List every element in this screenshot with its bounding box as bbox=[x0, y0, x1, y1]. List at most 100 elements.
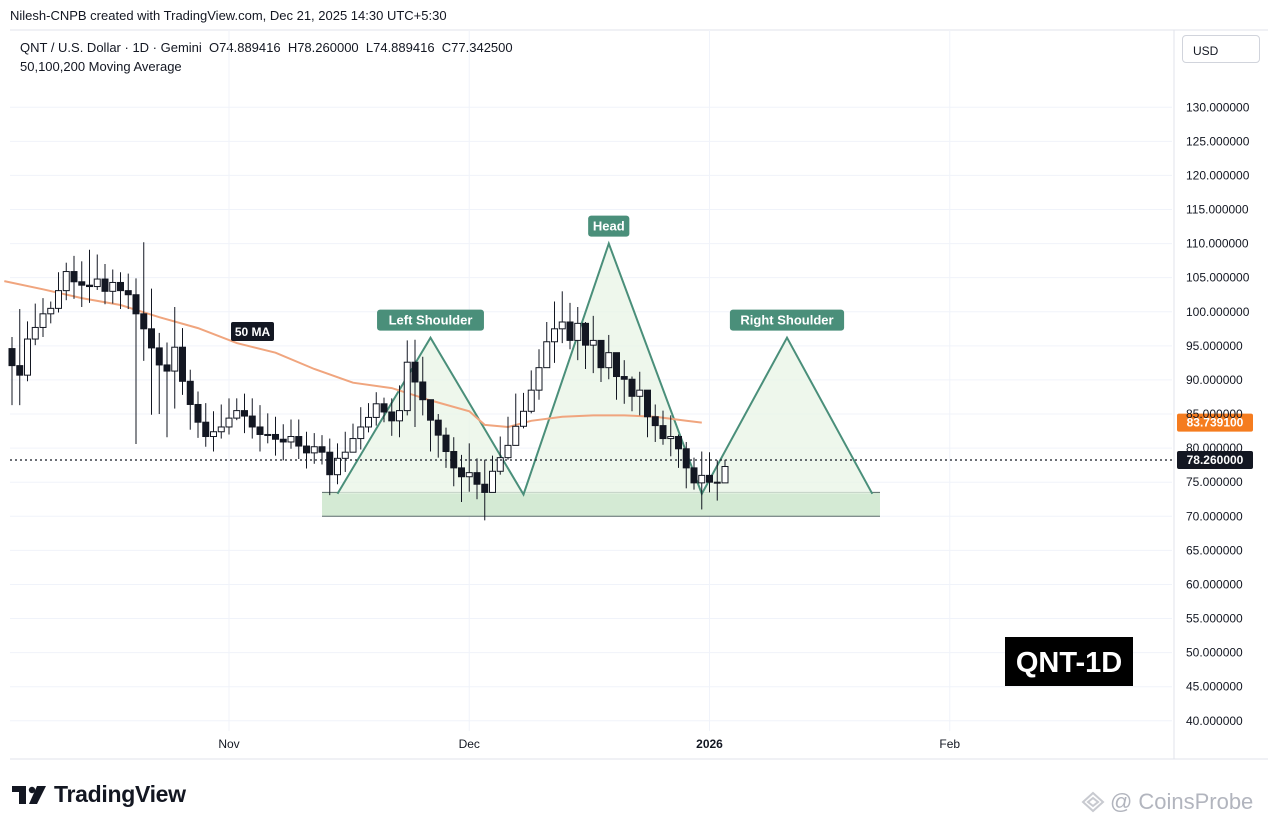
candle bbox=[279, 424, 287, 461]
pattern-label-text: Head bbox=[593, 219, 625, 234]
candle bbox=[248, 398, 256, 439]
y-tick-label: 115.000000 bbox=[1186, 203, 1249, 217]
ma-price-badge[interactable]: 83.739100 bbox=[1177, 413, 1253, 432]
candle bbox=[163, 342, 171, 438]
candle bbox=[140, 242, 148, 361]
y-tick-label: 40.000000 bbox=[1186, 714, 1243, 728]
candle bbox=[39, 298, 47, 337]
candle bbox=[210, 411, 217, 452]
candle bbox=[481, 459, 489, 521]
candle bbox=[636, 371, 644, 416]
candle-body bbox=[194, 403, 202, 423]
candle-body bbox=[8, 348, 16, 367]
candle bbox=[489, 455, 496, 493]
candle-body bbox=[489, 470, 496, 493]
candle-body bbox=[667, 436, 675, 440]
x-tick-label: Dec bbox=[459, 737, 480, 751]
ma-label-bg bbox=[231, 322, 274, 341]
candle-body bbox=[47, 307, 55, 315]
candle-body bbox=[675, 436, 682, 450]
candle bbox=[721, 459, 729, 484]
candle-body bbox=[93, 278, 101, 288]
tradingview-brand[interactable]: TradingView bbox=[12, 781, 186, 808]
candle bbox=[194, 391, 202, 438]
candle-body bbox=[558, 321, 566, 330]
candle bbox=[427, 399, 434, 452]
brand-name: TradingView bbox=[54, 781, 186, 807]
candle bbox=[303, 431, 310, 469]
candle-body bbox=[124, 290, 132, 296]
candle bbox=[419, 356, 427, 416]
candle-body bbox=[287, 436, 295, 443]
pattern-label-text: Left Shoulder bbox=[389, 313, 473, 328]
pattern-outline bbox=[336, 240, 874, 497]
candle-body bbox=[613, 352, 620, 378]
candle bbox=[558, 291, 566, 344]
candle bbox=[473, 458, 481, 500]
symbol-name[interactable]: QNT / U.S. Dollar · 1D · Gemini bbox=[20, 40, 202, 55]
candle-body bbox=[62, 271, 70, 292]
candle bbox=[124, 273, 132, 310]
time-axis[interactable]: OctNovDec2026Feb bbox=[0, 737, 960, 751]
candle-body bbox=[210, 431, 217, 438]
ohlc-values: O74.889416 H78.260000 L74.889416 C77.342… bbox=[209, 40, 513, 55]
candle bbox=[706, 452, 713, 493]
candle-body bbox=[341, 451, 349, 459]
y-tick-label: 65.000000 bbox=[1186, 543, 1243, 557]
price-axis[interactable]: 130.000000 125.000000 120.000000 115.000000… bbox=[1186, 100, 1250, 728]
candle bbox=[411, 339, 419, 427]
candle bbox=[24, 321, 31, 382]
candle bbox=[334, 443, 341, 485]
watermark-at-icon: @ bbox=[1110, 789, 1133, 814]
candle bbox=[613, 352, 620, 400]
candle bbox=[109, 269, 117, 304]
candle-body bbox=[535, 367, 543, 391]
candle-body bbox=[690, 467, 698, 484]
ma-line bbox=[4, 280, 702, 429]
candle-body bbox=[713, 481, 721, 484]
candle bbox=[644, 389, 651, 438]
support-zone bbox=[322, 492, 880, 517]
candle-body bbox=[109, 281, 117, 292]
candle bbox=[264, 413, 272, 444]
indicator-legend[interactable]: 50,100,200 Moving Average bbox=[20, 59, 182, 74]
candle-body bbox=[248, 415, 256, 428]
pattern-label-bg bbox=[729, 309, 845, 331]
last-price-badge-text: 78.260000 bbox=[1187, 453, 1244, 467]
candle-body bbox=[527, 389, 535, 412]
candle bbox=[589, 315, 597, 374]
candle bbox=[287, 419, 295, 449]
candle-body bbox=[496, 457, 504, 472]
candle-body bbox=[427, 399, 434, 421]
candle-body bbox=[512, 425, 520, 446]
last-price-badge[interactable]: 78.260000 bbox=[1177, 450, 1253, 469]
y-tick-label: 80.000000 bbox=[1186, 441, 1243, 455]
chart-credit: Nilesh-CNPB created with TradingView.com… bbox=[10, 8, 447, 23]
candle-body bbox=[520, 410, 527, 427]
tradingview-logo-icon bbox=[12, 785, 46, 804]
candle bbox=[543, 321, 551, 369]
candle-body bbox=[272, 433, 279, 440]
pattern-label-bg bbox=[377, 309, 484, 331]
currency-button[interactable]: USD bbox=[1182, 35, 1260, 63]
candle-body bbox=[279, 438, 287, 443]
candle bbox=[597, 339, 605, 382]
candle-body bbox=[620, 376, 628, 380]
candle bbox=[628, 376, 636, 412]
candle-body bbox=[504, 444, 512, 459]
candle-body bbox=[706, 474, 713, 483]
candle bbox=[86, 249, 93, 303]
y-tick-label: 100.000000 bbox=[1186, 305, 1250, 319]
candle-body bbox=[574, 322, 582, 341]
y-tick-label: 70.000000 bbox=[1186, 509, 1243, 523]
candle-body bbox=[163, 364, 171, 372]
candle bbox=[310, 433, 318, 464]
candle-body bbox=[605, 352, 613, 369]
coinsprobe-watermark: @ CoinsProbe bbox=[1080, 789, 1253, 815]
candle-body bbox=[419, 381, 427, 401]
y-tick-label: 45.000000 bbox=[1186, 680, 1243, 694]
candle-body bbox=[264, 433, 272, 436]
pattern-label: Right Shoulder bbox=[729, 309, 845, 331]
candle bbox=[93, 254, 101, 290]
